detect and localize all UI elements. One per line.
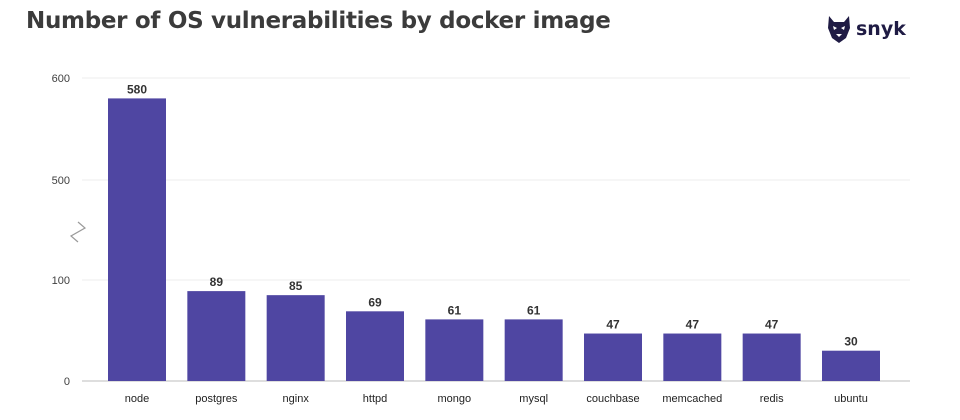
bar-redis bbox=[742, 333, 801, 381]
y-tick-label: 100 bbox=[52, 275, 70, 287]
x-tick-label: mongo bbox=[438, 393, 472, 405]
x-tick-label: memcached bbox=[662, 393, 722, 405]
bar-couchbase bbox=[584, 333, 642, 381]
bar-mysql bbox=[504, 319, 563, 381]
data-label: 61 bbox=[527, 303, 541, 317]
snyk-logo: snyk bbox=[826, 14, 906, 44]
data-label: 47 bbox=[686, 318, 700, 332]
axis-break-marker bbox=[69, 221, 87, 243]
bar-postgres bbox=[187, 291, 246, 381]
bars bbox=[108, 98, 880, 382]
data-label: 580 bbox=[127, 82, 147, 96]
x-tick-label: node bbox=[125, 393, 149, 405]
data-label: 69 bbox=[368, 295, 382, 309]
x-tick-label: mysql bbox=[519, 393, 548, 405]
x-tick-label: postgres bbox=[195, 393, 238, 405]
x-axis: node postgres nginx httpd mongo mysql couchbas… bbox=[125, 393, 868, 405]
x-tick-label: ubuntu bbox=[834, 393, 868, 405]
data-labels: 580 89 85 69 61 61 47 47 47 30 bbox=[127, 82, 858, 348]
data-label: 85 bbox=[289, 279, 303, 293]
chart-title: Number of OS vulnerabilities by docker i… bbox=[26, 8, 611, 34]
x-tick-label: nginx bbox=[283, 393, 310, 405]
y-tick-label: 0 bbox=[64, 376, 70, 388]
logo-text: snyk bbox=[856, 18, 906, 40]
bar-mongo bbox=[425, 319, 484, 381]
bar-node bbox=[108, 98, 166, 382]
bar-memcached bbox=[663, 333, 722, 381]
data-label: 47 bbox=[606, 318, 620, 332]
y-tick-label: 500 bbox=[52, 175, 70, 187]
bar-ubuntu bbox=[822, 350, 880, 381]
snyk-dog-icon bbox=[828, 16, 850, 43]
data-label: 30 bbox=[844, 335, 858, 349]
x-tick-label: redis bbox=[760, 393, 784, 405]
bar-httpd bbox=[346, 311, 404, 381]
data-label: 61 bbox=[448, 303, 462, 317]
x-tick-label: httpd bbox=[363, 393, 387, 405]
bar-nginx bbox=[266, 295, 325, 381]
y-tick-label: 600 bbox=[52, 73, 70, 85]
data-label: 47 bbox=[765, 318, 779, 332]
y-axis: 0 100 500 600 bbox=[52, 73, 87, 388]
data-label: 89 bbox=[210, 275, 224, 289]
x-tick-label: couchbase bbox=[586, 393, 639, 405]
